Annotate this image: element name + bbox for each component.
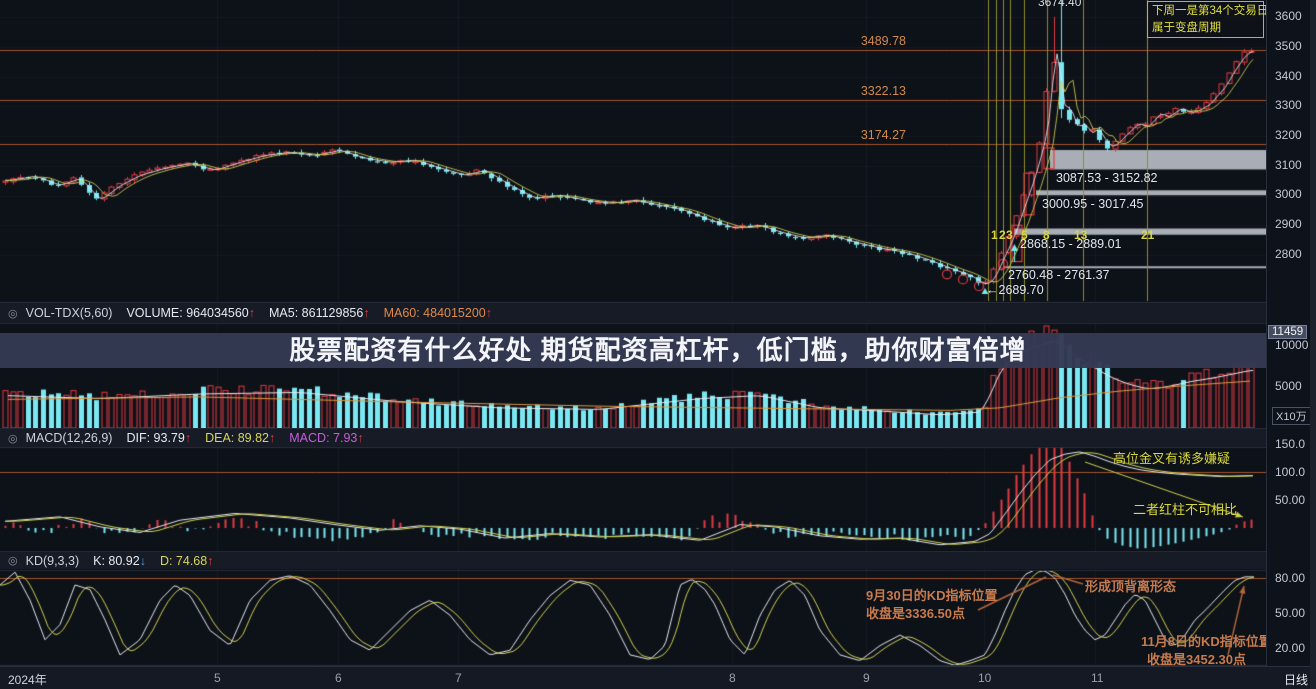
level-label-3174: 3174.27 (860, 128, 906, 142)
range-label-3: 2868.15 - 2889.01 (1020, 237, 1122, 251)
price-tick-3600: 3600 (1275, 9, 1302, 23)
macd-hist-value: MACD: 7.93↑ (289, 431, 364, 445)
kd-annotation-sep30-line1: 9月30日的KD指标位置 (866, 588, 998, 603)
price-tick-2800: 2800 (1275, 247, 1302, 261)
dea-up-arrow: ↑ (269, 431, 276, 445)
kd-annotation-nov8-line2: 收盘是3452.30点 (1147, 652, 1246, 667)
month-tick-7: 7 (455, 671, 462, 685)
macd-indicator-header: ◎ MACD(12,26,9) DIF: 93.79↑ DEA: 89.82↑ … (0, 428, 1266, 447)
fib-label-21: 21 (1141, 228, 1155, 242)
month-tick-11: 11 (1091, 671, 1104, 685)
volume-ma60-value: MA60: 484015200↑ (383, 306, 492, 320)
price-tick-3500: 3500 (1275, 39, 1302, 53)
spike-high-value: 3674.40 (1038, 0, 1082, 9)
macd-tick-100: 100.0 (1275, 465, 1306, 479)
overlay-ad-title: 股票配资有什么好处 期货配资高杠杆，低门槛，助你财富倍增 (0, 333, 1316, 368)
price-tick-3200: 3200 (1275, 128, 1302, 142)
kd-collapse-icon[interactable]: ◎ (8, 555, 18, 567)
range-label-2: 3000.95 - 3017.45 (1042, 197, 1144, 211)
fib-label-8: 8 (1043, 228, 1050, 242)
time-axis: 2024年 2024/03/20/三 5 6 7 8 9 10 11 日线 (0, 666, 1316, 689)
low-price-label: ←2689.70 (986, 283, 1044, 297)
fib-label-13: 13 (1074, 228, 1088, 242)
price-tick-3300: 3300 (1275, 98, 1302, 112)
kd-annotation-sep30-line2: 收盘是3336.50点 (866, 606, 965, 621)
macd-collapse-icon[interactable]: ◎ (8, 432, 18, 445)
volume-tick-10000: 10000 (1275, 338, 1309, 352)
kd-d-value: D: 74.68↑ (159, 553, 214, 568)
kd-tick-50: 50.00 (1275, 606, 1306, 620)
macd-tick-50: 50.00 (1275, 493, 1306, 507)
d-up-arrow: ↑ (207, 553, 214, 568)
cycle-annotation-box: 下周一是第34个交易日 属于变盘周期 (1147, 1, 1269, 38)
ma5-up-arrow: ↑ (363, 306, 370, 320)
kd-tick-20: 20.00 (1275, 641, 1306, 655)
volume-unit-label: X10万 (1272, 407, 1311, 425)
month-tick-10: 10 (978, 671, 992, 685)
volume-tick-5000: 5000 (1275, 379, 1302, 393)
macd-indicator-name[interactable]: MACD(12,26,9) (25, 431, 113, 445)
dif-up-arrow: ↑ (184, 431, 192, 445)
month-tick-8: 8 (729, 671, 736, 685)
macd-up-arrow: ↑ (357, 431, 364, 445)
period-selector[interactable]: 日线 (1284, 673, 1309, 687)
kd-k-value: K: 80.92↓ (93, 553, 146, 568)
cycle-note-line1: 下周一是第34个交易日 (1152, 5, 1269, 17)
price-tick-2900: 2900 (1275, 217, 1302, 231)
kd-annotation-divergence: 形成顶背离形态 (1085, 579, 1177, 594)
volume-value: VOLUME: 964034560↑ (126, 306, 256, 320)
fib-label-5: 5 (1021, 228, 1028, 242)
macd-dif-value: DIF: 93.79↑ (126, 431, 192, 445)
level-label-3322: 3322.13 (860, 84, 906, 98)
month-tick-6: 6 (335, 671, 342, 685)
axis-year-label: 2024年 (8, 673, 47, 687)
level-label-3489: 3489.78 (860, 34, 906, 48)
cycle-note-line2: 属于变盘周期 (1152, 22, 1221, 34)
price-tick-3100: 3100 (1275, 158, 1302, 172)
k-down-arrow: ↓ (139, 553, 146, 568)
month-tick-5: 5 (214, 671, 221, 685)
volume-collapse-icon[interactable]: ◎ (8, 307, 18, 320)
volume-indicator-name[interactable]: VOL-TDX(5,60) (25, 306, 113, 320)
volume-indicator-header: ◎ VOL-TDX(5,60) VOLUME: 964034560↑ MA5: … (0, 302, 1266, 323)
range-label-4: 2760.48 - 2761.37 (1008, 268, 1110, 282)
price-tick-3400: 3400 (1275, 69, 1302, 83)
macd-annotation-golden-cross: 高位金叉有诱多嫌疑 (1113, 451, 1231, 466)
price-tick-3000: 3000 (1275, 187, 1302, 201)
fib-label-1: 1 (991, 228, 998, 242)
macd-annotation-red-bars: 二者红柱不可相比 (1133, 502, 1238, 517)
range-label-1: 3087.53 - 3152.82 (1056, 171, 1158, 185)
volume-current-value-badge: 11459 (1268, 325, 1308, 339)
macd-tick-150: 150.0 (1275, 437, 1306, 451)
window-scrollbar[interactable] (1310, 0, 1316, 689)
volume-ma5-value: MA5: 861129856↑ (269, 306, 370, 320)
kd-indicator-name[interactable]: KD(9,3,3) (25, 553, 80, 568)
ma60-up-arrow: ↑ (485, 306, 492, 320)
kd-indicator-header: ◎ KD(9,3,3) K: 80.92↓ D: 74.68↑ (0, 551, 1266, 569)
kd-tick-80: 80.00 (1275, 571, 1306, 585)
month-tick-9: 9 (863, 671, 870, 685)
fib-label-2: 2 (999, 228, 1006, 242)
volume-up-arrow: ↑ (248, 306, 256, 320)
kd-annotation-nov8-line1: 11月8日的KD指标位置 (1141, 634, 1272, 649)
fib-label-3: 3 (1006, 228, 1013, 242)
macd-dea-value: DEA: 89.82↑ (205, 431, 276, 445)
